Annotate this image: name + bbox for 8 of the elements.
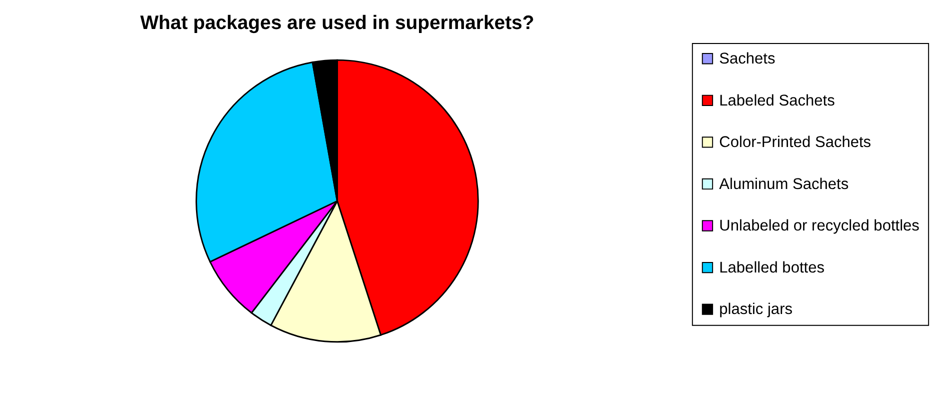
legend-label: Aluminum Sachets (719, 176, 849, 193)
legend-label: Sachets (719, 50, 776, 68)
chart-title: What packages are used in supermarkets? (140, 12, 534, 34)
legend-label: plastic jars (719, 301, 793, 318)
legend-label: Color-Printed Sachets (719, 134, 872, 152)
legend-label: Labelled bottes (719, 259, 825, 276)
legend-label: Labeled Sachets (719, 92, 836, 110)
legend-label: Unlabeled or recycled bottles (719, 218, 920, 235)
